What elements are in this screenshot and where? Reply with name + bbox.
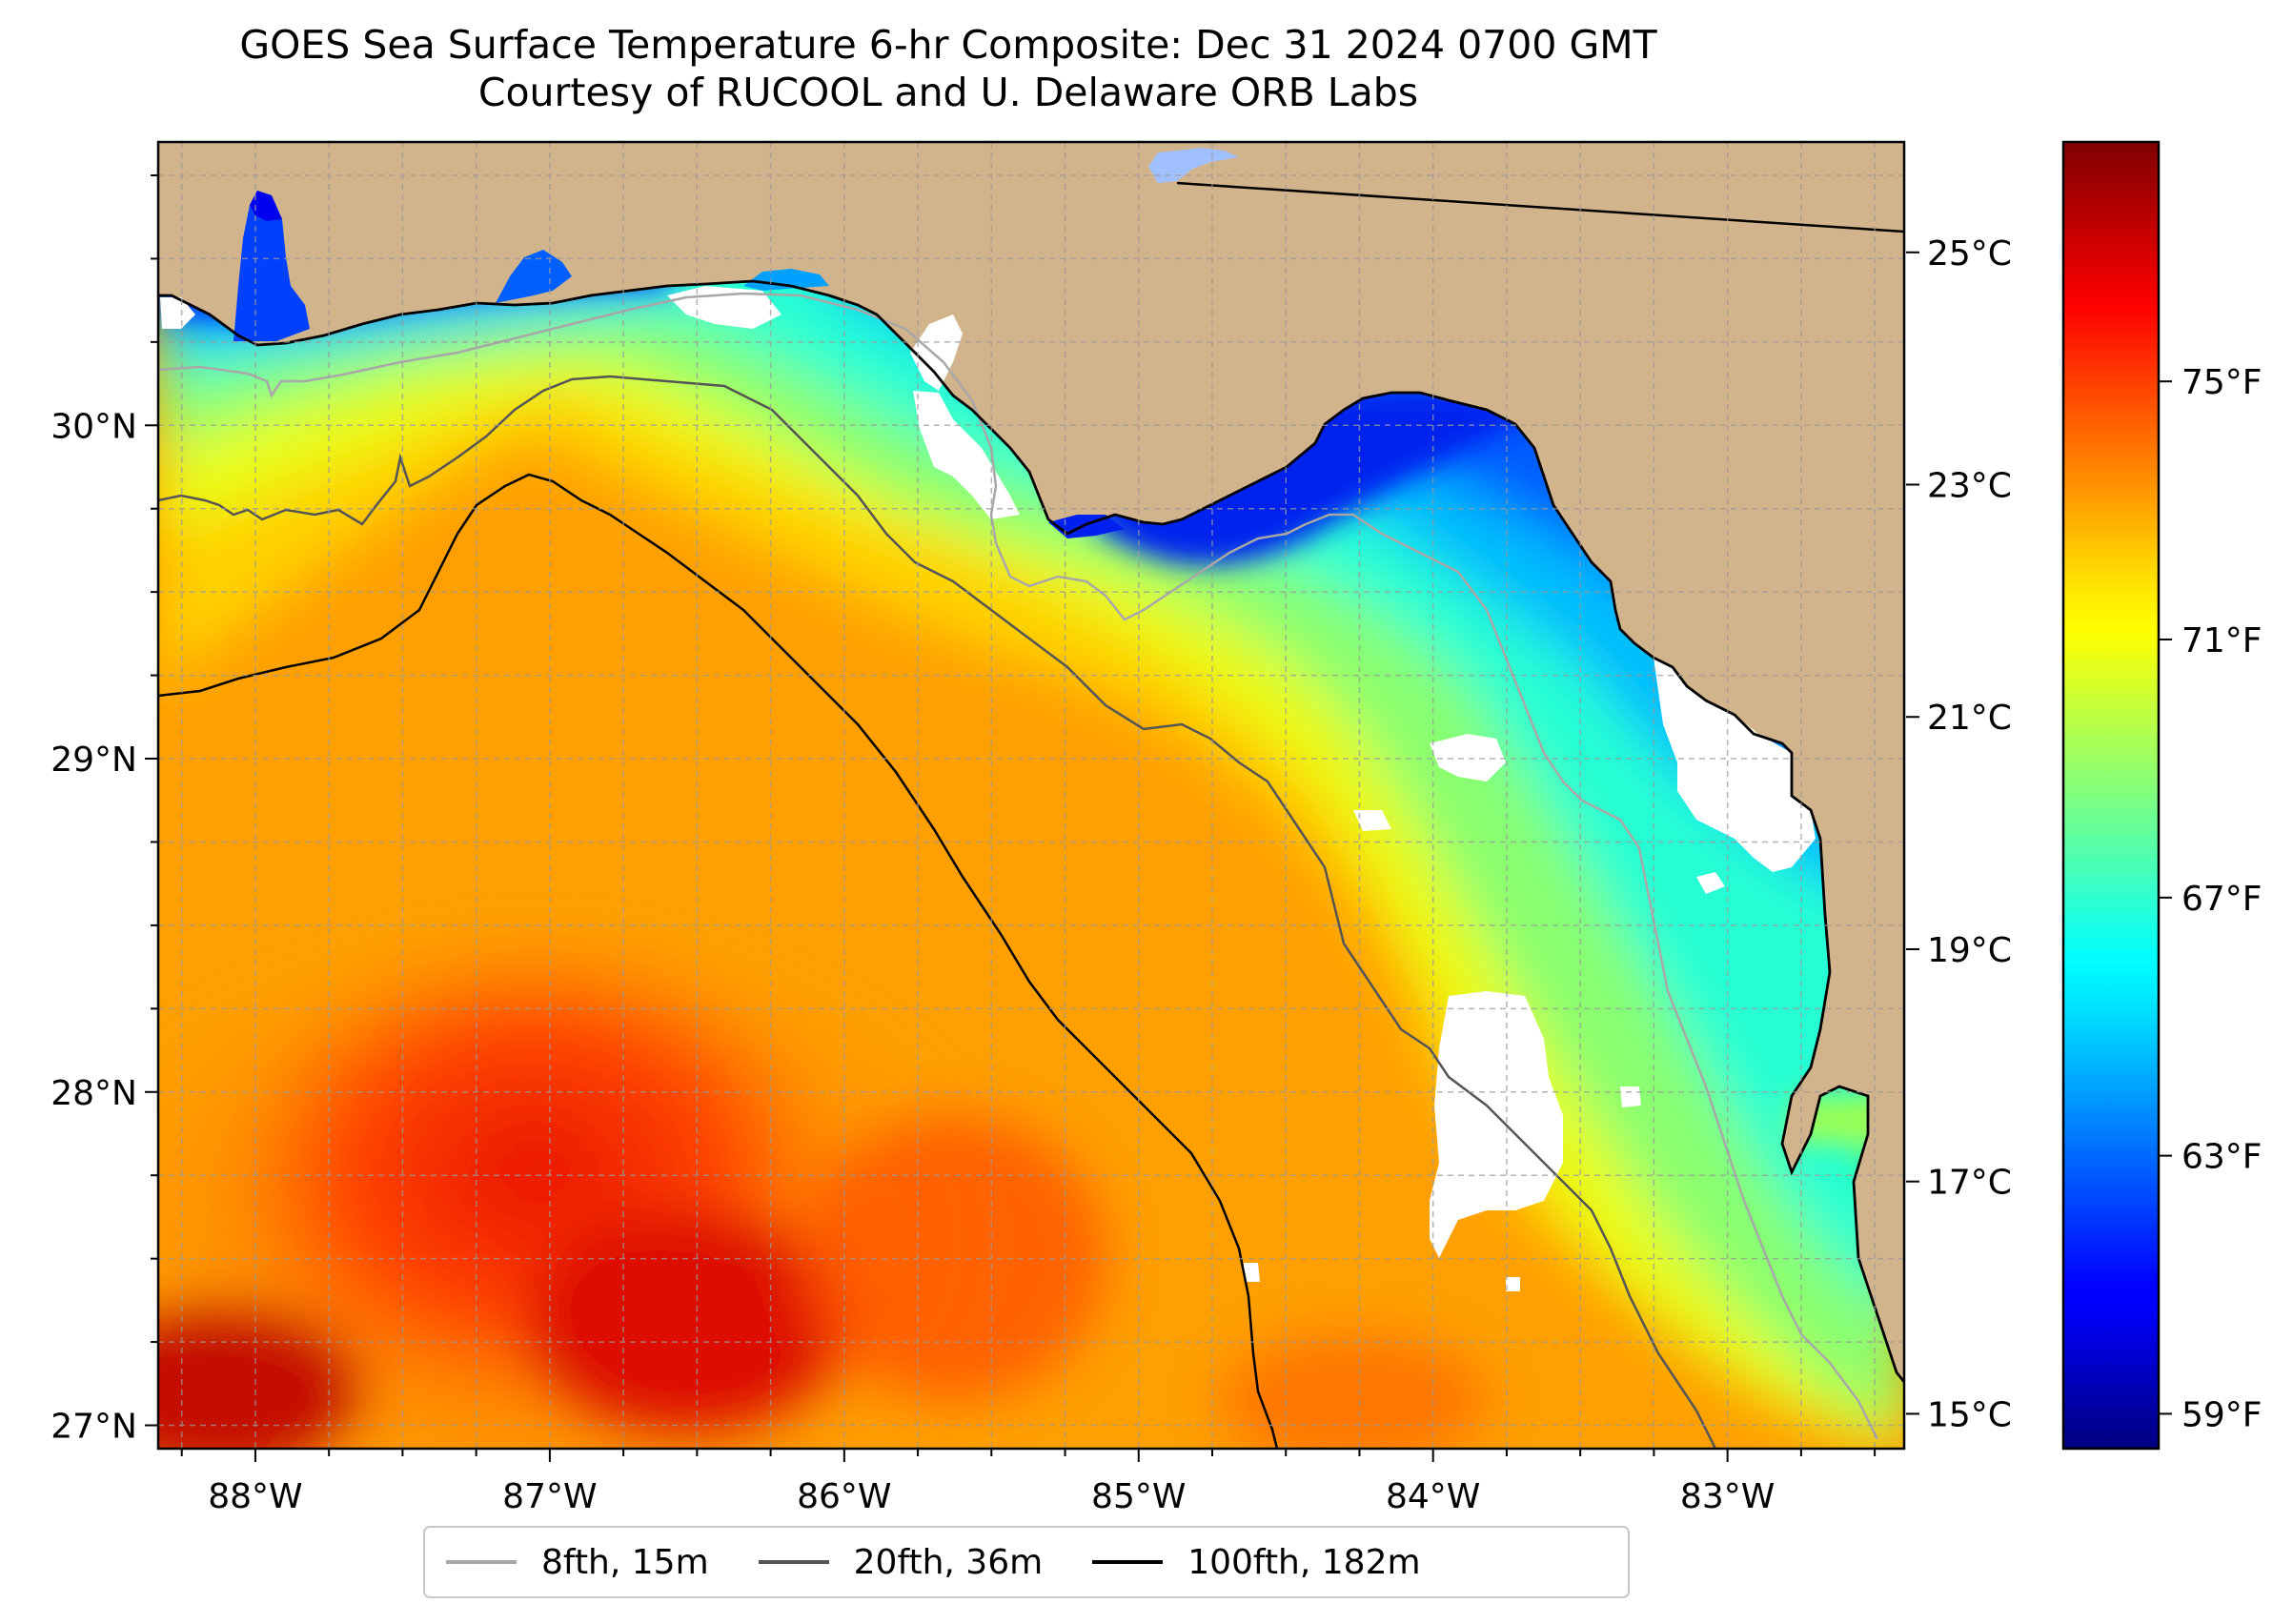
celsius-tick-label: 21°C bbox=[1927, 699, 2012, 738]
celsius-tick-label: 23°C bbox=[1927, 467, 2012, 506]
legend-label-182m: 100fth, 182m bbox=[1187, 1542, 1421, 1582]
lat-tick-label: 29°N bbox=[51, 741, 137, 780]
sst-warm-pool bbox=[158, 924, 1487, 1449]
legend-item-36m: 20fth, 36m bbox=[758, 1542, 1044, 1582]
state-boundary bbox=[1176, 181, 1904, 233]
isobath-15m bbox=[158, 292, 1879, 1440]
map-title-block: GOES Sea Surface Temperature 6-hr Compos… bbox=[0, 21, 1897, 116]
isobath-legend: 8fth, 15m 20fth, 36m 100fth, 182m bbox=[423, 1526, 1630, 1598]
lon-tick-label: 87°W bbox=[502, 1477, 597, 1516]
no-data-patches bbox=[160, 286, 1816, 1291]
lat-tick-label: 27°N bbox=[51, 1408, 137, 1447]
lat-tick-label: 30°N bbox=[51, 407, 137, 446]
celsius-tick-label: 25°C bbox=[1927, 234, 2012, 274]
lat-tick-label: 28°N bbox=[51, 1074, 137, 1113]
legend-label-15m: 8fth, 15m bbox=[541, 1542, 709, 1582]
map-subtitle: Courtesy of RUCOOL and U. Delaware ORB L… bbox=[477, 70, 1419, 115]
map-title: GOES Sea Surface Temperature 6-hr Compos… bbox=[239, 22, 1657, 68]
isobath-lines bbox=[158, 292, 1879, 1449]
map-gridlines bbox=[158, 142, 1904, 1449]
fahrenheit-tick-label: 71°F bbox=[2181, 621, 2263, 660]
celsius-tick-label: 17°C bbox=[1927, 1164, 2012, 1203]
mobile-bay-head bbox=[250, 191, 282, 221]
legend-item-15m: 8fth, 15m bbox=[446, 1543, 709, 1582]
mobile-bay bbox=[233, 191, 310, 341]
lon-tick-label: 88°W bbox=[208, 1477, 302, 1516]
legend-line-15m bbox=[446, 1560, 517, 1564]
pensacola-bay bbox=[496, 250, 572, 303]
isobath-36m bbox=[158, 375, 1717, 1449]
legend-item-182m: 100fth, 182m bbox=[1092, 1542, 1421, 1582]
map-frame bbox=[156, 140, 1906, 1451]
fahrenheit-tick-label: 75°F bbox=[2181, 363, 2263, 402]
fahrenheit-tick-label: 63°F bbox=[2181, 1138, 2263, 1177]
land-mass bbox=[158, 142, 1904, 1382]
colorbar bbox=[2061, 140, 2161, 1451]
map-axes: 88°W 87°W 86°W 85°W 84°W 83°W 30°N 29°N 28°N 27°N bbox=[51, 173, 1877, 1516]
lon-tick-label: 86°W bbox=[797, 1477, 891, 1516]
legend-label-36m: 20fth, 36m bbox=[853, 1542, 1044, 1582]
celsius-tick-label: 19°C bbox=[1927, 931, 2012, 970]
colorbar-ticks: 25°C 23°C 21°C 19°C 17°C 15°C 75°F 71°F 67°F 63°F… bbox=[1906, 234, 2263, 1434]
lon-tick-label: 83°W bbox=[1680, 1477, 1775, 1516]
lon-tick-label: 84°W bbox=[1386, 1477, 1480, 1516]
fahrenheit-tick-label: 67°F bbox=[2181, 880, 2263, 919]
choctawhatchee-bay bbox=[743, 269, 829, 291]
map-area bbox=[158, 142, 1904, 1449]
inland-lake bbox=[1148, 148, 1239, 183]
lon-tick-label: 85°W bbox=[1091, 1477, 1186, 1516]
legend-line-182m bbox=[1092, 1560, 1164, 1564]
fahrenheit-tick-label: 59°F bbox=[2181, 1395, 2263, 1434]
st-andrew-bay bbox=[910, 315, 963, 391]
coastline bbox=[158, 279, 1904, 1383]
isobath-182m bbox=[158, 473, 1279, 1449]
legend-line-36m bbox=[758, 1560, 829, 1564]
celsius-tick-label: 15°C bbox=[1927, 1395, 2012, 1434]
